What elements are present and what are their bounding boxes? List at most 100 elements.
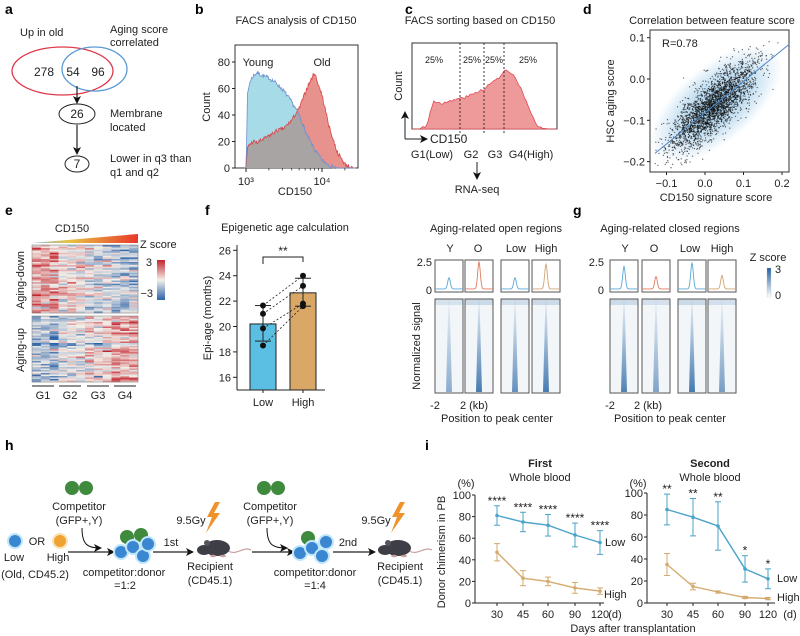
scatter-point (711, 83, 713, 85)
scatter-point (715, 107, 718, 110)
scatter-point (686, 131, 689, 134)
heatmap-cell (85, 317, 95, 320)
scatter-point (747, 64, 749, 66)
scatter-point (760, 93, 762, 95)
scatter-point (714, 125, 717, 128)
heatmap-cell (93, 269, 103, 272)
heatmap-cell (32, 279, 42, 281)
scatter-point (690, 118, 692, 120)
scatter-point (703, 122, 705, 124)
heatmap-cell (58, 279, 68, 281)
scatter-point (721, 102, 723, 104)
heatmap-cell (111, 251, 121, 254)
heatmap-cell (102, 294, 112, 297)
heatmap-cell (67, 347, 77, 350)
scatter-point (706, 126, 708, 128)
heatmap-cell (129, 337, 139, 339)
scatter-point (668, 145, 671, 147)
scatter-point (678, 143, 680, 145)
heatmap-cell (129, 349, 139, 351)
scatter-point (725, 111, 728, 114)
scatter-point (716, 111, 719, 113)
heatmap-cell (58, 263, 68, 266)
scatter-point (681, 163, 683, 166)
scatter-point (706, 133, 709, 136)
heatmap-cell (111, 299, 121, 301)
heatmap-cell (40, 319, 50, 321)
heatmap-cell (111, 335, 121, 338)
scatter-point (736, 87, 738, 89)
scatter-point (677, 158, 680, 161)
heatmap-cell (67, 308, 77, 311)
heatmap-cell (129, 317, 139, 320)
heatmap-cell (111, 292, 121, 295)
signal-profile (435, 276, 463, 290)
scatter-point (690, 129, 693, 131)
heatmap-cell (120, 285, 130, 288)
heatmap-cell (40, 374, 50, 377)
scatter-point (691, 155, 694, 157)
scatter-point (689, 127, 692, 129)
scatter-point (697, 142, 699, 145)
significance-stars: **** (514, 500, 533, 514)
heatmap-cell (76, 262, 86, 264)
scatter-point (707, 141, 709, 143)
curved-arrow (266, 527, 288, 552)
heatmap-cell (85, 306, 95, 309)
scatter-point (721, 93, 723, 95)
scatter-point (705, 121, 707, 124)
heatmap-cell (49, 288, 59, 291)
scatter-point (655, 128, 657, 130)
legend-old: Old (313, 57, 330, 69)
scatter-point (742, 72, 745, 74)
heatmap-cell (40, 275, 50, 278)
heatmap-cell (102, 286, 112, 289)
scatter-point (740, 73, 742, 76)
scatter-point (722, 105, 725, 107)
y-tick-label: 80 (218, 57, 230, 69)
scatter-point (689, 130, 691, 132)
scatter-point (747, 91, 749, 93)
scatter-point (713, 92, 716, 94)
heatmap-cell (120, 305, 130, 308)
y-tick-label: 0 (224, 163, 230, 175)
profile-box (500, 259, 530, 293)
scatter-point (772, 54, 774, 57)
heatmap-cell (111, 325, 121, 327)
heatmap-cell (93, 329, 103, 332)
heatmap-cell (67, 288, 77, 291)
row-group-label: Aging-down (15, 251, 27, 309)
scatter-point (726, 96, 728, 99)
heatmap-cell (93, 317, 103, 320)
scatter-point (677, 141, 680, 143)
heatmap-cell (111, 344, 121, 347)
heatmap-cell (111, 326, 121, 329)
heatmap-cell (32, 305, 42, 308)
heatmap-cell (85, 337, 95, 339)
paired-line (262, 275, 304, 306)
scatter-point (724, 132, 727, 134)
y-tick-label: 100 (453, 490, 471, 502)
heatmap-cell (49, 359, 59, 362)
scatter-point (745, 88, 747, 90)
heatmap-cell (120, 349, 130, 351)
heatmap-cell (40, 279, 50, 281)
scatter-point (723, 82, 726, 84)
heatmap-cell (111, 328, 121, 330)
heatmap-cell (85, 328, 95, 330)
donor-cell-icon (125, 539, 141, 555)
scatter-point (711, 129, 713, 131)
heatmap-cell (76, 302, 86, 305)
scatter-point (685, 137, 687, 140)
heatmap-cell (32, 271, 42, 274)
heatmap-cell (76, 246, 86, 249)
heatmap-cell (102, 358, 112, 360)
scatter-point (695, 144, 697, 146)
heatmap-cell (76, 289, 86, 292)
scatter-point (751, 57, 753, 59)
heatmap-cell (129, 286, 139, 289)
scatter-point (727, 112, 729, 114)
scatter-point (718, 118, 721, 120)
heatmap-cell (76, 271, 86, 274)
heatmap-cell (58, 361, 68, 363)
